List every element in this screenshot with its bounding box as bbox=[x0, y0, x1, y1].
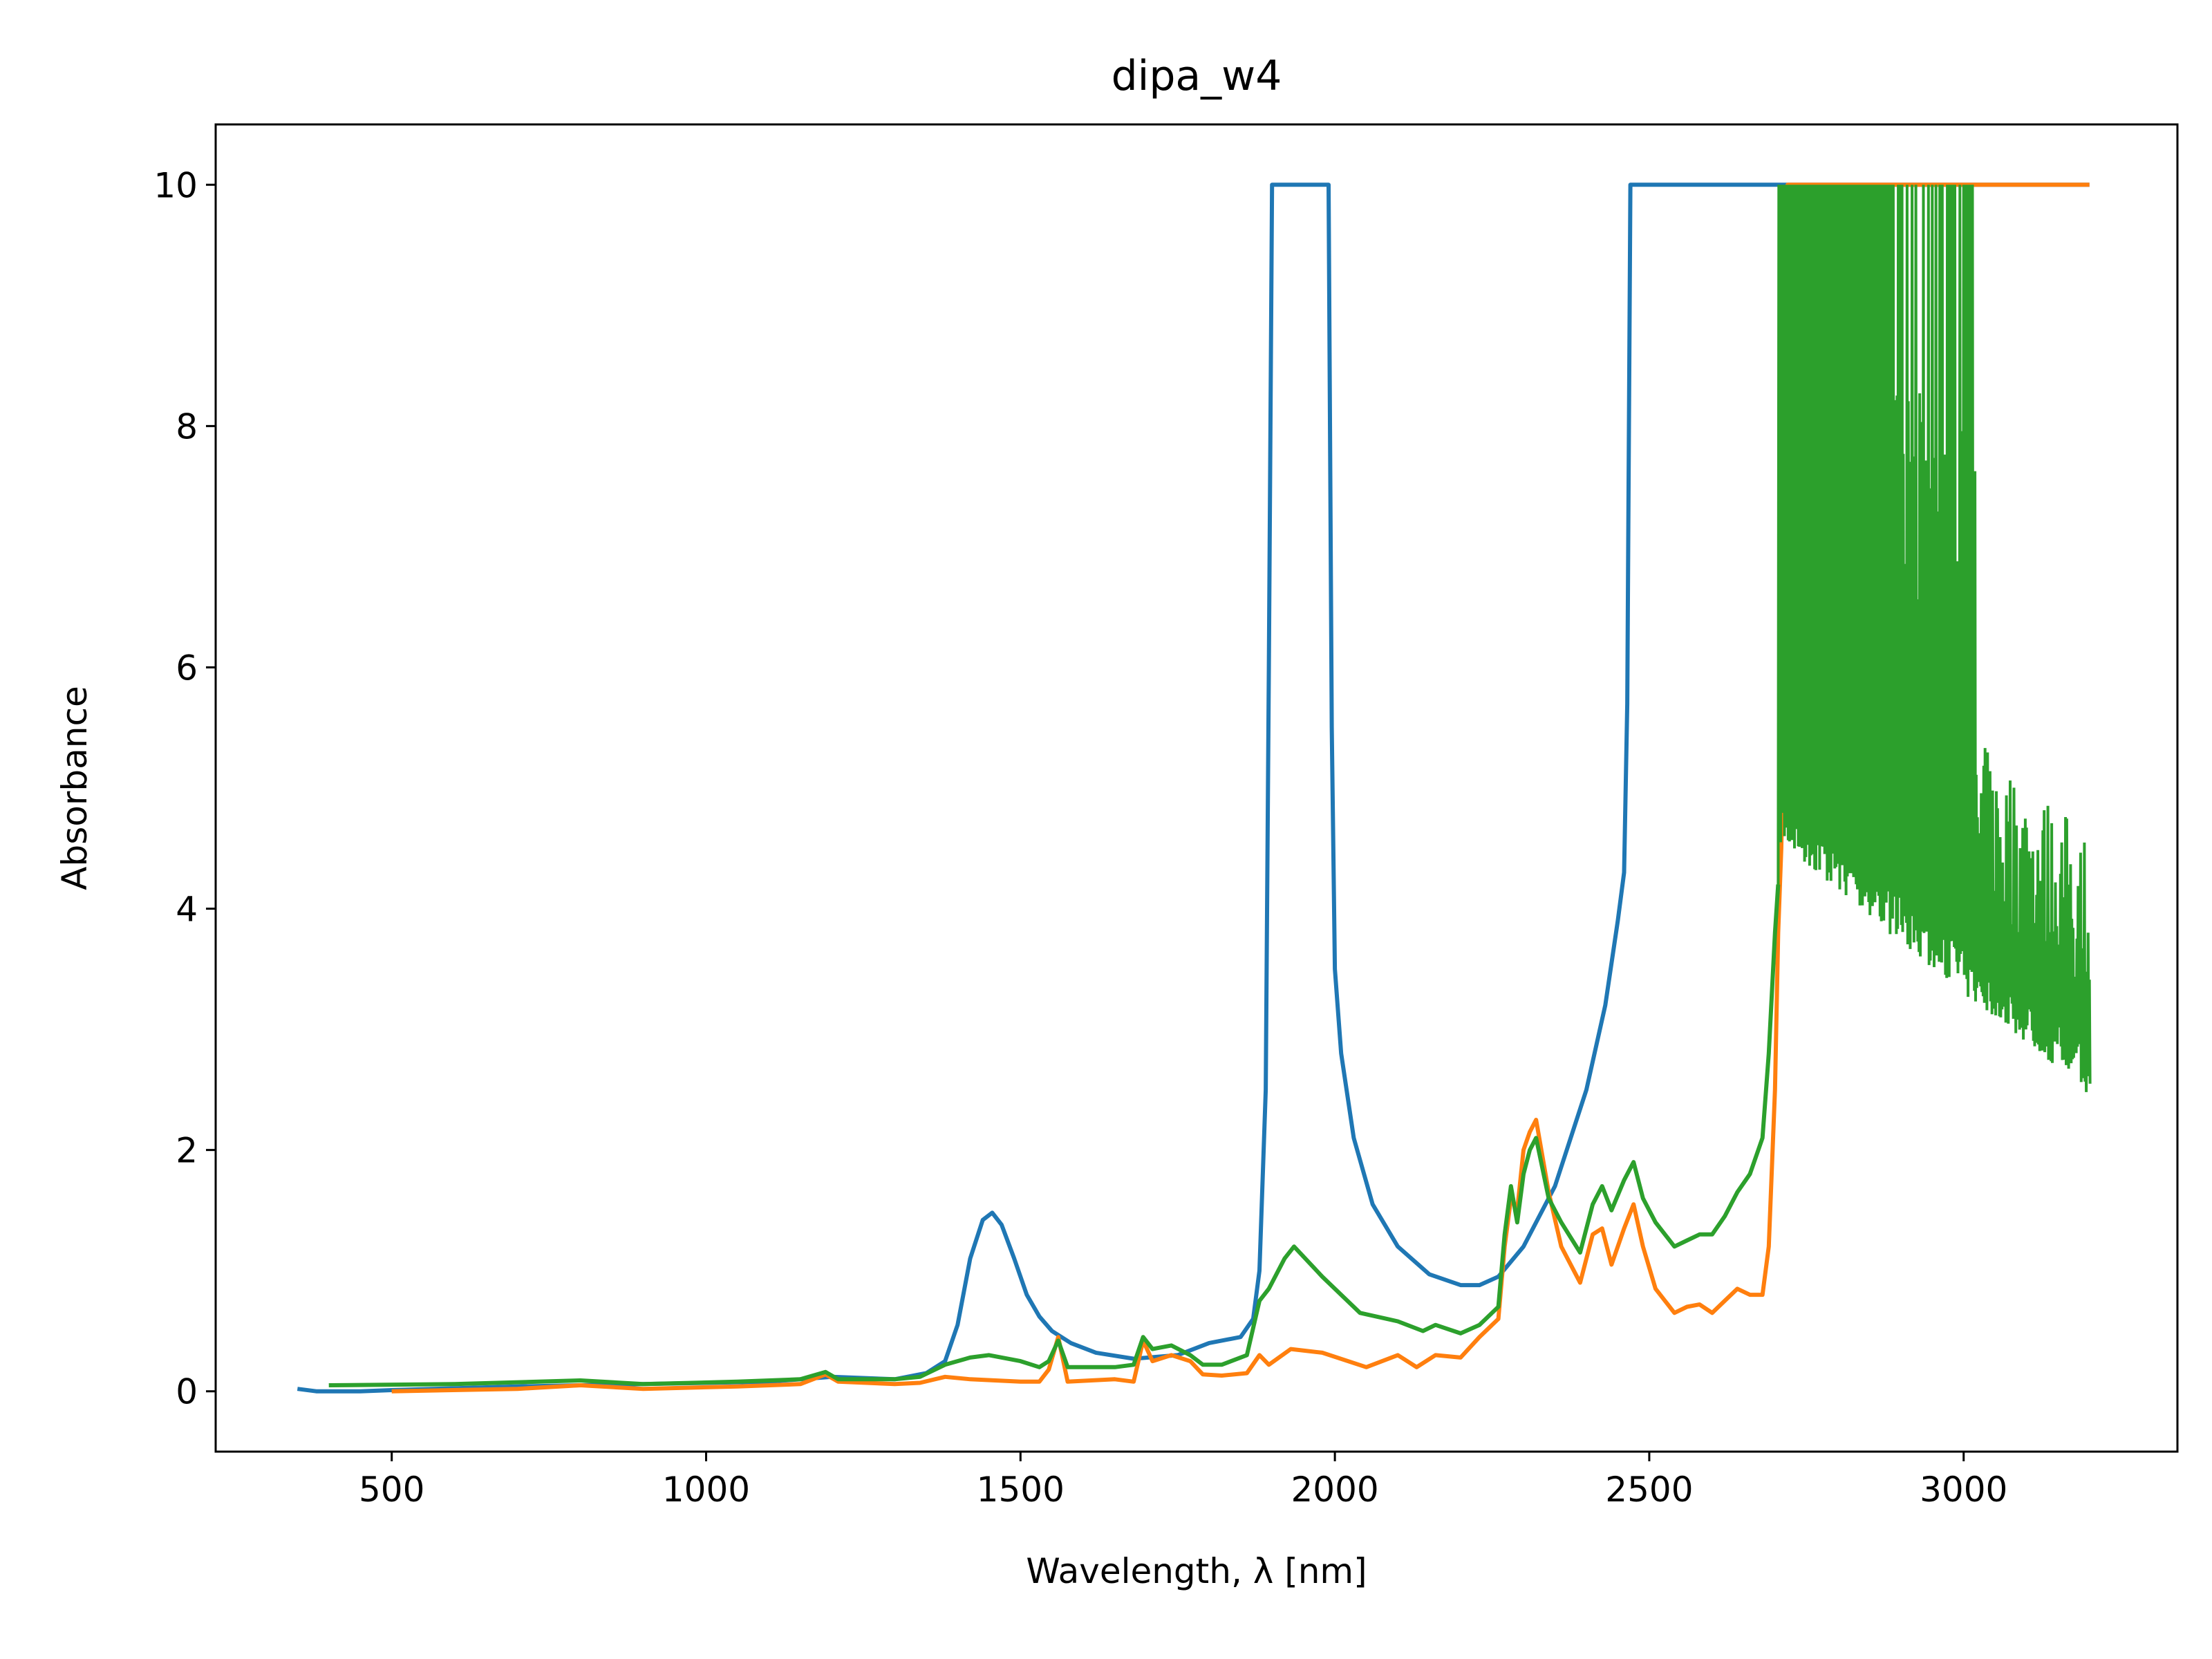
x-tick-label: 3000 bbox=[1920, 1470, 2007, 1510]
series-line-3-noisy-tail bbox=[1777, 185, 2092, 1092]
x-axis: 500 1000 1500 2000 2500 3000 bbox=[359, 1452, 2007, 1510]
y-tick-label: 10 bbox=[153, 165, 198, 205]
y-tick-label: 0 bbox=[176, 1372, 198, 1412]
y-tick-label: 8 bbox=[176, 406, 198, 447]
y-tick-label: 4 bbox=[176, 890, 198, 930]
x-axis-title: Wavelength, λ [nm] bbox=[1026, 1551, 1367, 1591]
x-tick-label: 500 bbox=[359, 1470, 424, 1510]
plot-frame bbox=[214, 123, 2179, 1453]
series-line-2 bbox=[391, 182, 2090, 1394]
x-tick-label: 1500 bbox=[977, 1470, 1065, 1510]
y-axis: 0 2 4 6 8 10 bbox=[153, 165, 216, 1412]
y-tick-label: 6 bbox=[176, 648, 198, 688]
series-layer bbox=[297, 182, 2092, 1394]
chart-title: dipa_w4 bbox=[1112, 52, 1282, 100]
x-tick-label: 1000 bbox=[662, 1470, 750, 1510]
y-axis-title: Absorbance bbox=[55, 686, 95, 890]
y-tick-label: 2 bbox=[176, 1131, 198, 1171]
series-line-3 bbox=[328, 884, 1781, 1387]
x-tick-label: 2500 bbox=[1605, 1470, 1693, 1510]
x-tick-label: 2000 bbox=[1291, 1470, 1378, 1510]
